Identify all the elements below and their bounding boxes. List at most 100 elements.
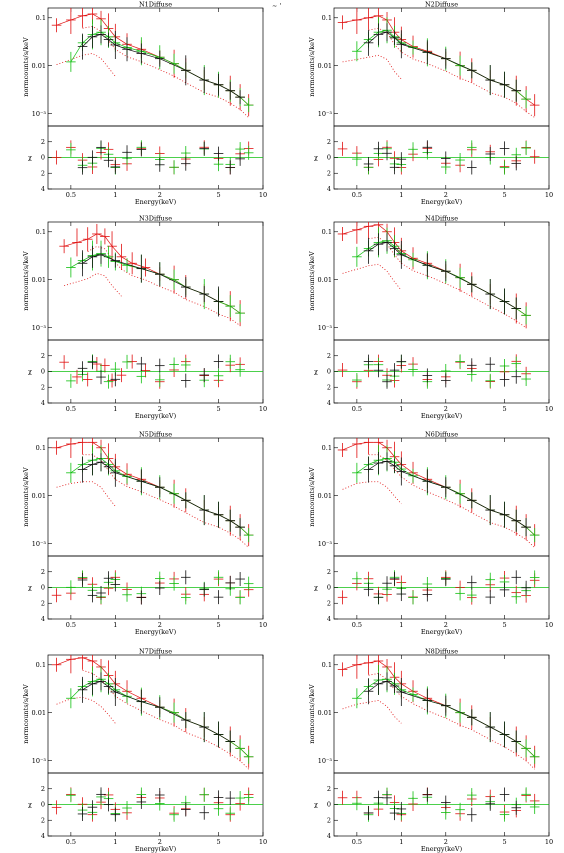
series-model-line [342, 660, 535, 758]
y-tick-label: 0.1 [36, 14, 46, 22]
model-component-hard [82, 454, 249, 548]
x-axis-label: Energy(keV) [135, 845, 177, 853]
y-tick-label: 0.1 [322, 14, 332, 22]
x-tick-label: 5 [216, 191, 220, 199]
model-component-hard [368, 672, 535, 770]
y-tick-label: 0.1 [322, 228, 332, 236]
series-2 [363, 672, 522, 822]
x-tick-label: 2 [444, 838, 448, 846]
panel-4: N4Diffuse 0.5 1 2 5 10 Energy(keV) 0.1 0.01 10⁻³ n… [308, 215, 553, 421]
resid-tick-label: 2 [41, 352, 45, 360]
panel-title: N6Diffuse [425, 431, 458, 439]
series-model-line [56, 13, 249, 106]
resid-tick-label: 2 [41, 169, 45, 177]
series-model-line [368, 461, 527, 528]
x-tick-label: 1 [399, 191, 403, 199]
model-component-soft [342, 54, 402, 80]
spectrum-frame [47, 221, 264, 341]
x-tick-label: 1 [399, 838, 403, 846]
y-tick-label: 0.1 [322, 661, 332, 669]
series-2 [77, 25, 245, 175]
y-tick-label: 10⁻³ [32, 757, 47, 765]
x-tick-label: 2 [444, 621, 448, 629]
series-2 [77, 453, 245, 605]
residual-axis-label: χ [314, 801, 318, 809]
panel-8: N8Diffuse 0.5 1 2 5 10 Energy(keV) 0.1 0.01 10⁻³ n… [308, 648, 553, 853]
y-tick-label: 0.01 [318, 492, 332, 500]
series-1 [66, 445, 254, 605]
residual-axis-label: χ [314, 368, 318, 376]
x-tick-label: 10 [545, 838, 553, 846]
series-model-line [70, 253, 241, 314]
resid-tick-label: 4 [41, 832, 45, 840]
panel-1: N1Diffuse 0.5 1 2 5 10 Energy(keV) 0.1 0.01 10⁻³ n… [22, 1, 267, 207]
panel-title: N2Diffuse [425, 1, 458, 9]
spectrum-frame [333, 437, 550, 557]
panel-title: N4Diffuse [425, 215, 458, 223]
x-axis-label: Energy(keV) [421, 198, 463, 206]
panel-title: N1Diffuse [139, 1, 172, 9]
x-tick-label: 2 [158, 405, 162, 413]
panel-3: N3Diffuse 0.5 1 2 5 10 Energy(keV) 0.1 0.01 10⁻³ n… [22, 215, 267, 421]
x-tick-label: 10 [259, 838, 267, 846]
y-tick-label: 0.01 [318, 709, 332, 717]
panel-7: N7Diffuse 0.5 1 2 5 10 Energy(keV) 0.1 0.01 10⁻³ n… [22, 648, 267, 853]
x-tick-label: 0.5 [352, 191, 362, 199]
series-1 [352, 17, 531, 175]
resid-tick-label: 0 [41, 368, 45, 376]
resid-tick-label: 4 [327, 615, 331, 623]
series-model-line [368, 242, 517, 309]
model-component-hard [82, 669, 249, 770]
series-model-line [64, 233, 241, 314]
y-axis-label: normcounts/s/keV [308, 467, 316, 527]
x-tick-label: 2 [158, 838, 162, 846]
y-tick-label: 10⁻³ [318, 110, 333, 118]
x-tick-label: 2 [158, 621, 162, 629]
panel-title: N7Diffuse [139, 648, 172, 656]
x-axis-label: Energy(keV) [135, 412, 177, 420]
resid-tick-label: 0 [327, 801, 331, 809]
series-0 [59, 223, 245, 389]
y-tick-label: 0.01 [32, 62, 46, 70]
x-tick-label: 2 [444, 191, 448, 199]
spectrum-frame [47, 7, 264, 127]
series-2 [77, 245, 224, 388]
resid-tick-label: 0 [41, 584, 45, 592]
residual-axis-label: χ [314, 154, 318, 162]
resid-tick-label: 4 [41, 615, 45, 623]
residual-axis-label: χ [28, 154, 32, 162]
model-component-soft [342, 700, 402, 724]
series-model-line [342, 441, 535, 536]
y-tick-label: 0.1 [322, 444, 332, 452]
top-mark: ∼ ' [272, 2, 282, 10]
panel-title: N8Diffuse [425, 648, 458, 656]
resid-tick-label: 2 [41, 138, 45, 146]
series-1 [352, 227, 531, 389]
y-tick-label: 0.01 [32, 276, 46, 284]
panel-title: N3Diffuse [139, 215, 172, 223]
y-tick-label: 0.1 [36, 661, 46, 669]
x-tick-label: 0.5 [66, 405, 76, 413]
model-component-soft [56, 53, 116, 77]
series-model-line [82, 461, 241, 528]
x-tick-label: 5 [502, 405, 506, 413]
series-0 [337, 438, 540, 605]
series-model-line [356, 678, 535, 758]
series-0 [51, 438, 254, 605]
x-tick-label: 0.5 [352, 838, 362, 846]
series-model-line [56, 441, 249, 536]
model-component-hard [82, 25, 249, 118]
resid-tick-label: 2 [327, 568, 331, 576]
x-axis-label: Energy(keV) [135, 628, 177, 636]
model-component-soft [342, 263, 402, 291]
x-tick-label: 10 [259, 405, 267, 413]
series-model-line [342, 224, 527, 316]
series-model-line [82, 681, 231, 742]
panel-5: N5Diffuse 0.5 1 2 5 10 Energy(keV) 0.1 0.01 10⁻³ n… [22, 431, 267, 637]
resid-tick-label: 4 [327, 185, 331, 193]
x-tick-label: 2 [158, 191, 162, 199]
y-axis-label: normcounts/s/keV [22, 37, 30, 97]
y-tick-label: 0.01 [32, 709, 46, 717]
spectrum-frame [47, 654, 264, 774]
series-2 [363, 23, 522, 175]
